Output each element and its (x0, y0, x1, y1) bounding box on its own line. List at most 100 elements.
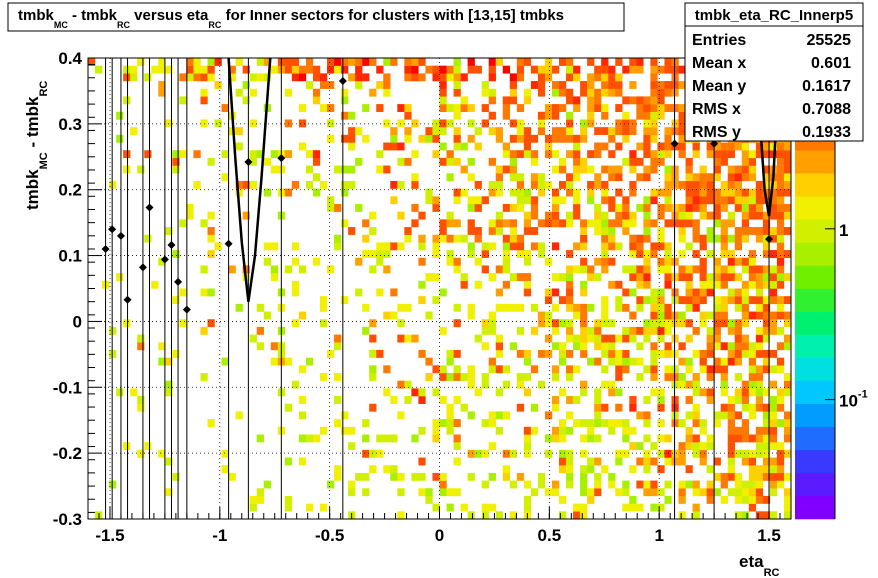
heatmap-cell (488, 219, 496, 228)
heatmap-cell (523, 426, 532, 435)
heatmap-cell (699, 180, 707, 189)
heatmap-cell (362, 234, 370, 243)
heatmap-cell (664, 349, 672, 358)
heatmap-cell (678, 342, 686, 351)
heatmap-cell (741, 303, 750, 312)
heatmap-cell (755, 380, 764, 389)
heatmap-cell (446, 173, 454, 182)
heatmap-cell (657, 96, 665, 105)
heatmap-cell (544, 311, 553, 320)
heatmap-cell (636, 203, 644, 212)
heatmap-cell (523, 280, 532, 289)
heatmap-cell (165, 227, 173, 235)
heatmap-cell (495, 211, 503, 220)
heatmap-cell (671, 273, 679, 282)
heatmap-cell (685, 434, 693, 443)
heatmap-cell (453, 234, 461, 243)
heatmap-cell (748, 503, 757, 512)
heatmap-cell (692, 480, 700, 489)
heatmap-cell (608, 234, 616, 243)
heatmap-cell (214, 119, 222, 128)
heatmap-cell (601, 319, 609, 328)
heatmap-cell (425, 495, 433, 504)
heatmap-cell (734, 227, 742, 235)
heatmap-cell (720, 188, 728, 197)
heatmap-cell (692, 442, 700, 451)
heatmap-cell (481, 104, 489, 112)
heatmap-cell (783, 503, 792, 512)
heatmap-cell (390, 465, 398, 474)
heatmap-cell (144, 234, 152, 243)
heatmap-cell (615, 142, 623, 151)
heatmap-cell (734, 296, 742, 305)
heatmap-cell (298, 119, 307, 128)
heatmap-cell (692, 503, 700, 512)
heatmap-cell (622, 288, 630, 297)
heatmap-cell (179, 96, 187, 105)
heatmap-cell (495, 127, 503, 136)
heatmap-cell (748, 488, 757, 497)
heatmap-cell (706, 365, 714, 374)
heatmap-cell (481, 449, 489, 458)
heatmap-cell (685, 480, 693, 489)
heatmap-cell (397, 104, 405, 112)
heatmap-cell (762, 173, 771, 182)
heatmap-cell (580, 342, 588, 351)
heatmap-cell (551, 104, 560, 112)
heatmap-cell (657, 434, 665, 443)
heatmap-cell (580, 219, 588, 228)
heatmap-cell (636, 265, 644, 274)
heatmap-cell (741, 457, 750, 466)
profile-marker (710, 139, 719, 148)
heatmap-cell (748, 357, 757, 366)
heatmap-cell (481, 419, 489, 427)
heatmap-cell (341, 96, 349, 105)
heatmap-cell (312, 150, 321, 159)
heatmap-cell (608, 357, 616, 366)
heatmap-cell (601, 265, 609, 274)
heatmap-cell (755, 150, 764, 159)
heatmap-cell (573, 396, 581, 404)
heatmap-cell (594, 219, 602, 228)
heatmap-cell (657, 227, 665, 235)
palette-swatch (795, 449, 835, 474)
heatmap-cell (130, 388, 138, 397)
heatmap-cell (762, 495, 771, 504)
heatmap-cell (776, 219, 785, 228)
heatmap-cell (516, 58, 525, 66)
heatmap-cell (678, 203, 686, 212)
heatmap-cell (270, 273, 279, 282)
heatmap-cell (566, 173, 574, 182)
heatmap-cell (559, 157, 567, 166)
heatmap-cell (158, 58, 166, 66)
heatmap-cell (762, 250, 771, 258)
heatmap-cell (284, 150, 293, 159)
heatmap-cell (179, 73, 187, 82)
heatmap-cell (608, 380, 616, 389)
heatmap-cell (692, 196, 700, 205)
heatmap-cell (594, 342, 602, 351)
heatmap-cell (566, 288, 574, 297)
heatmap-cell (755, 211, 764, 220)
heatmap-cell (685, 188, 693, 197)
heatmap-cell (755, 426, 764, 435)
heatmap-cell (580, 434, 588, 443)
heatmap-cell (622, 419, 630, 427)
heatmap-cell (523, 434, 532, 443)
heatmap-cell (776, 234, 785, 243)
heatmap-cell (460, 234, 468, 243)
heatmap-cell (720, 319, 728, 328)
heatmap-cell (748, 296, 757, 305)
heatmap-cell (615, 303, 623, 312)
heatmap-cell (411, 73, 419, 82)
heatmap-cell (425, 357, 433, 366)
heatmap-cell (432, 388, 440, 397)
heatmap-cell (776, 142, 785, 151)
heatmap-cell (383, 388, 391, 397)
heatmap-cell (580, 349, 588, 358)
profile-marker (160, 255, 169, 264)
heatmap-cell (776, 250, 785, 258)
grid-lines (88, 57, 791, 520)
heatmap-cell (474, 227, 482, 235)
heatmap-cell (678, 227, 686, 235)
